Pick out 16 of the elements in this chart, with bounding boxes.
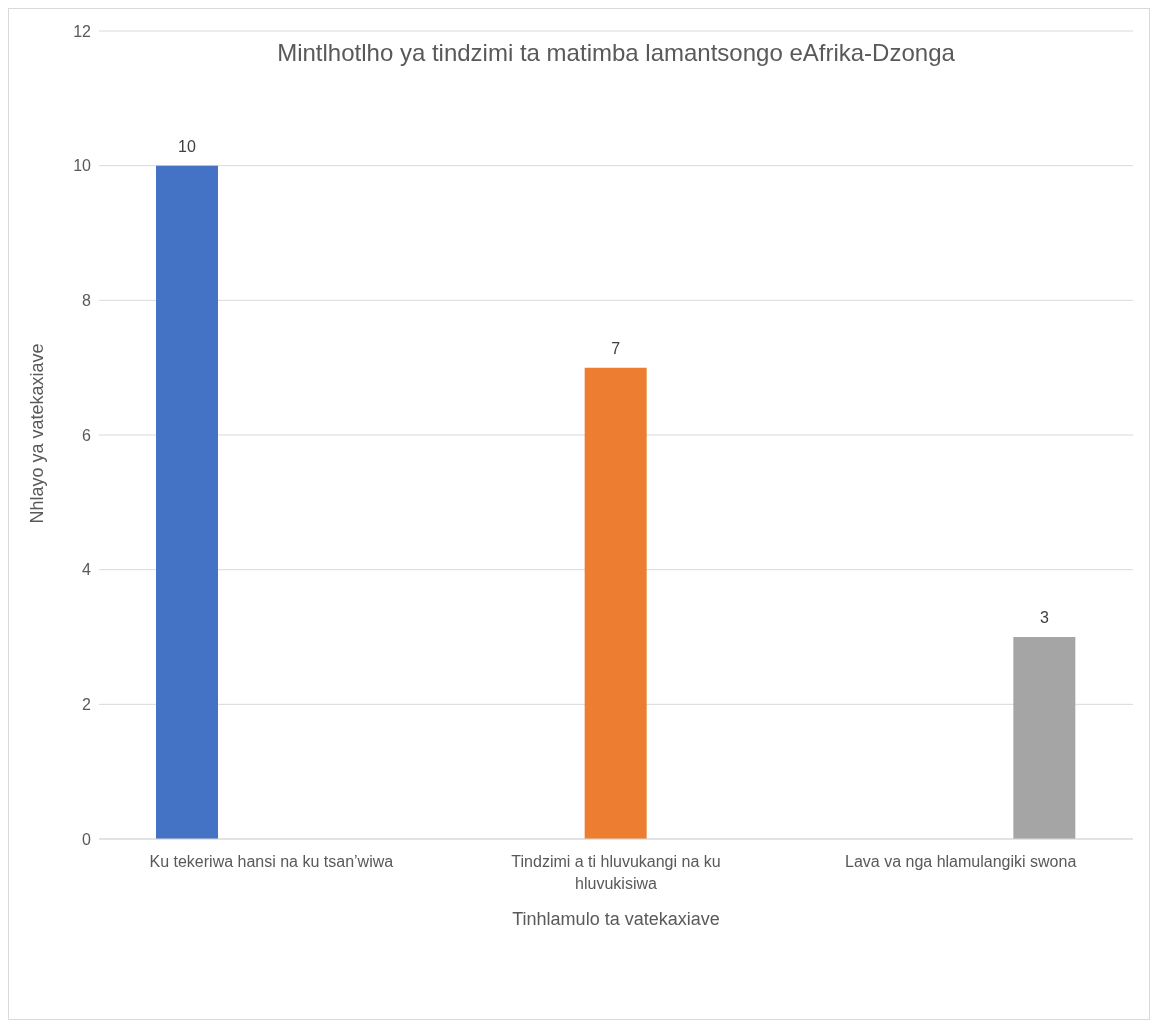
y-tick-label: 0 bbox=[82, 830, 92, 848]
x-tick-label: Tindzimi a ti hluvukangi na ku hluvukisiwa bbox=[511, 853, 721, 892]
chart-title: Mintlhotlho ya tindzimi ta matimba lamantsongo eAfrika-Dzonga bbox=[276, 39, 956, 67]
y-axis-title: Nhlayo ya vatekaxiave bbox=[26, 343, 48, 524]
x-tick-label: Ku tekeriwa hansi na ku tsan’wiwa bbox=[149, 853, 394, 870]
y-tick-label: 4 bbox=[82, 561, 92, 579]
data-label: 7 bbox=[611, 339, 621, 357]
y-tick-label: 8 bbox=[82, 292, 92, 310]
data-label: 3 bbox=[1039, 609, 1049, 626]
data-label: 10 bbox=[178, 137, 196, 155]
y-tick-label: 6 bbox=[82, 426, 92, 444]
y-tick-label: 10 bbox=[73, 157, 92, 175]
y-tick-label: 2 bbox=[82, 696, 92, 714]
x-tick-label: Lava va nga hlamulangiki swona bbox=[845, 853, 1077, 870]
y-tick-label: 12 bbox=[73, 22, 92, 40]
x-axis-title: Tinhlamulo ta vatekaxiave bbox=[511, 909, 721, 930]
